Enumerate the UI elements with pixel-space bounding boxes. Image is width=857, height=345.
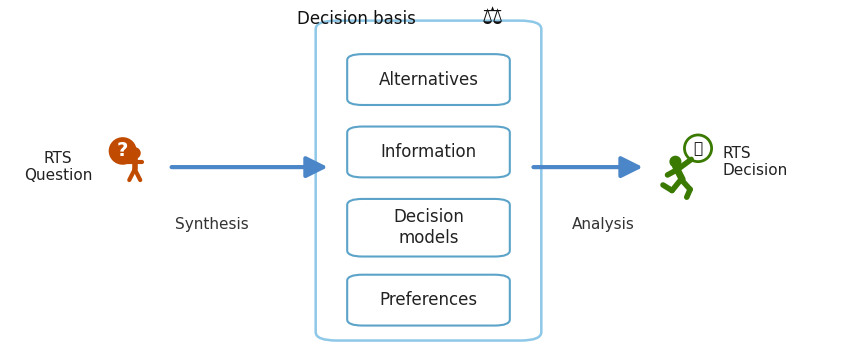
Text: Analysis: Analysis [572,217,634,232]
Ellipse shape [110,139,135,163]
Ellipse shape [110,139,135,163]
FancyBboxPatch shape [347,199,510,257]
Text: Synthesis: Synthesis [175,217,249,232]
Text: Information: Information [381,143,476,161]
Text: Decision basis: Decision basis [297,10,416,28]
Ellipse shape [670,157,680,167]
FancyBboxPatch shape [347,54,510,105]
Text: Decision
models: Decision models [393,208,464,247]
Text: Preferences: Preferences [380,291,477,309]
Ellipse shape [129,148,140,158]
Text: ⚖: ⚖ [482,5,503,29]
Text: RTS
Question: RTS Question [24,151,93,183]
FancyBboxPatch shape [347,275,510,326]
FancyBboxPatch shape [347,127,510,177]
Text: 🔨: 🔨 [693,141,703,156]
Text: Alternatives: Alternatives [379,71,478,89]
Text: ?: ? [117,141,129,160]
Text: RTS
Decision: RTS Decision [722,146,788,178]
